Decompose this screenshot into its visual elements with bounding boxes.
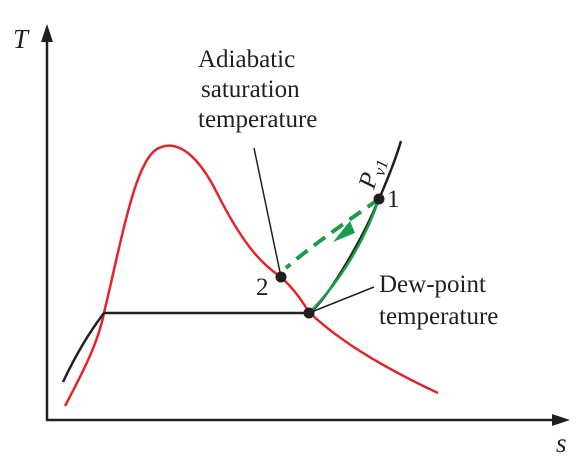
- y-axis-label: T: [13, 24, 30, 54]
- pressure-line-label: Pv1: [354, 154, 393, 194]
- dew-point-leader-line: [308, 286, 375, 314]
- adiabatic-label-line-3: temperature: [198, 106, 317, 133]
- point-1-label: 1: [387, 186, 400, 213]
- adiabatic-saturation-path: [284, 197, 381, 270]
- adiabatic-path-arrowhead: [333, 221, 355, 242]
- pressure-subscript: v1: [370, 157, 393, 178]
- x-axis-label: s: [556, 428, 567, 458]
- cooling-path: [308, 198, 381, 314]
- state-point-1: [373, 193, 385, 205]
- point-2-label: 2: [256, 274, 269, 301]
- axes: T s: [13, 24, 570, 458]
- dew-point-marker: [303, 307, 315, 319]
- adiabatic-label-line-2: saturation: [201, 76, 300, 103]
- adiabatic-leader-line: [253, 147, 282, 278]
- dew-point-label-line-1: Dew-point: [379, 271, 486, 298]
- state-point-2: [275, 271, 287, 283]
- dew-point-label-line-2: temperature: [379, 303, 498, 330]
- y-axis-arrow: [41, 24, 53, 42]
- adiabatic-saturation-label: Adiabatic saturation temperature: [198, 46, 317, 133]
- dew-point-label: Dew-point temperature: [379, 271, 498, 330]
- x-axis-arrow: [552, 414, 570, 426]
- pressure-symbol: P: [354, 170, 384, 193]
- adiabatic-label-line-1: Adiabatic: [198, 46, 295, 73]
